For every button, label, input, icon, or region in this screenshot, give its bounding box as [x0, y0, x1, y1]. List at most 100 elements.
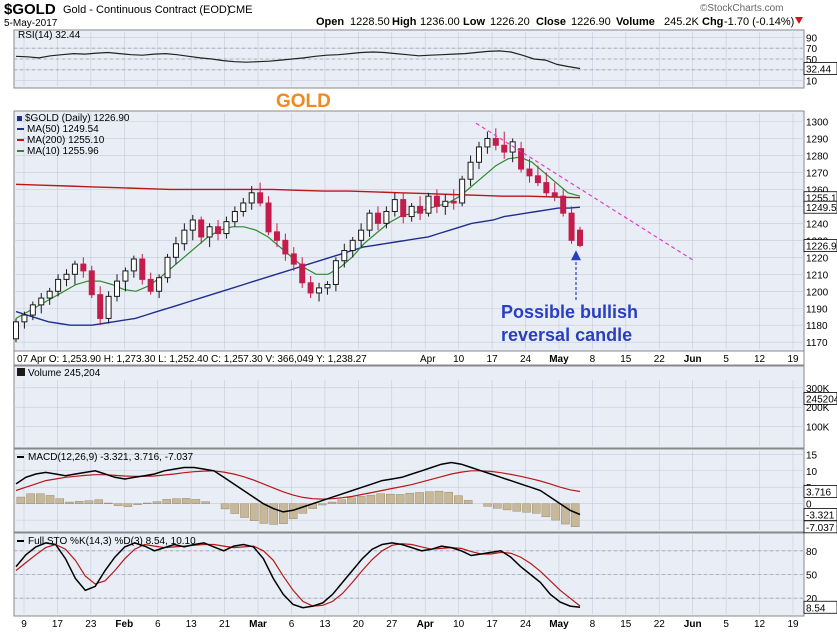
candle-body — [265, 202, 272, 233]
x-tick-label-bottom: Mar — [249, 619, 267, 630]
macd-histogram-bar — [444, 491, 453, 504]
x-tick-label-bottom: 22 — [654, 619, 666, 630]
price-tick-label: 1170 — [806, 338, 828, 349]
x-tick-label-bottom: Apr — [417, 619, 434, 630]
macd-histogram-bar — [172, 498, 181, 504]
volume-label: Volume — [616, 16, 655, 28]
macd-histogram-bar — [551, 503, 560, 521]
macd-histogram-bar — [483, 503, 492, 507]
candle-body — [273, 231, 280, 241]
macd-histogram-bar — [318, 503, 327, 506]
candle-body — [231, 210, 238, 223]
close-label: Close — [536, 16, 566, 28]
x-tick-label-bottom: 6 — [289, 619, 295, 630]
candle-body — [518, 148, 525, 170]
macd-histogram-bar — [522, 503, 531, 513]
x-tick-label-top: 15 — [620, 354, 632, 365]
macd-histogram-bar — [94, 499, 103, 504]
macd-signal-current-label-box — [803, 485, 837, 498]
chart-marks: 9 17 23 Feb 6 13 21 Mar 6 13 20 27 Apr 10 10 17 17 24 24 Ma… — [13, 33, 837, 630]
candle-body — [358, 229, 365, 241]
candle-body — [122, 270, 129, 282]
x-tick-label-bottom: 20 — [353, 619, 365, 630]
macd-histogram-bar — [230, 503, 240, 514]
candle-body — [114, 280, 121, 297]
macd-tick-label: 10 — [806, 467, 818, 478]
candle-body — [172, 243, 179, 258]
x-tick-label-bottom: 17 — [52, 619, 64, 630]
chart-header: $GOLD Gold - Continuous Contract (EOD) C… — [4, 1, 803, 29]
ma200-current-label: 1255.1 — [806, 194, 837, 205]
macd-tick-label: 15 — [806, 450, 818, 461]
candle-body — [433, 195, 440, 207]
volume-current-label-box — [803, 392, 837, 405]
macd-signal-current-label: 3.716 — [806, 487, 831, 498]
chart-date: 5-May-2017 — [4, 18, 58, 29]
candle-body — [282, 239, 289, 255]
candle-body — [290, 253, 297, 265]
macd-histogram-bar — [366, 494, 376, 504]
x-tick-label-top: 17 — [487, 354, 499, 365]
macd-histogram-bar — [191, 499, 201, 504]
price-current-label-box — [803, 239, 837, 253]
candle-body — [560, 195, 567, 214]
candle-body — [551, 192, 558, 197]
x-tick-label-bottom: 24 — [520, 619, 532, 630]
macd-histogram-bar — [376, 493, 385, 504]
volume-current-label: 245204 — [806, 394, 837, 405]
stochastic-current-label-box — [803, 600, 837, 614]
candle-body — [534, 175, 541, 184]
price-tick-label: 1180 — [806, 321, 828, 332]
macd-histogram-bar — [143, 502, 152, 504]
rsi-tick-label: 90 — [806, 33, 818, 44]
macd-histogram-bar — [356, 496, 366, 504]
high-value: 1236.00 — [420, 16, 460, 28]
macd-histogram-bar — [269, 503, 278, 525]
price-tick-label: 1290 — [806, 134, 829, 145]
candle-body — [21, 314, 28, 323]
candle-body — [29, 304, 36, 316]
sto-tick-label: 80 — [806, 547, 818, 558]
candle-body — [156, 277, 163, 292]
stochastic-d-line — [15, 543, 581, 607]
candle-body — [248, 192, 255, 204]
trendline — [475, 122, 695, 262]
x-tick-label-bottom: 13 — [319, 619, 331, 630]
candle-body — [568, 212, 575, 241]
gold-title-annotation: GOLD — [276, 91, 331, 112]
price-tick-label: 1240 — [806, 219, 829, 230]
candle-body — [164, 256, 171, 279]
open-value: 1228.50 — [350, 16, 390, 28]
macd-histogram-bar — [201, 501, 210, 504]
macd-histogram-bar — [502, 503, 512, 511]
ma50-current-label-box — [803, 200, 837, 214]
macd-histogram-bar — [415, 492, 424, 504]
macd-histogram-bar — [512, 503, 522, 512]
macd-histogram-bar — [249, 503, 259, 521]
candle-body — [307, 282, 314, 294]
x-tick-label-bottom: Feb — [115, 619, 133, 630]
macd-histogram-bar — [133, 503, 142, 505]
macd-histogram-bar — [386, 493, 395, 504]
price-legend-gold: $GOLD (Daily) 1226.90 — [25, 113, 130, 124]
macd-histogram-bar — [84, 500, 94, 504]
x-tick-label-bottom: Jun — [684, 619, 702, 630]
x-tick-label-bottom: 27 — [386, 619, 398, 630]
stochastic-current-label: 8.54 — [806, 603, 826, 614]
macd-line — [15, 461, 581, 516]
candle-body — [257, 192, 264, 204]
candle-body — [577, 229, 583, 246]
macd-histogram-bar — [104, 502, 113, 504]
macd-histogram-bar — [240, 503, 249, 518]
candle-body — [240, 202, 247, 212]
candle-body — [215, 226, 222, 235]
candle-body — [139, 258, 146, 280]
price-tick-label: 1260 — [806, 185, 829, 196]
macd-histogram-bar — [152, 501, 162, 504]
price-legend-ma200: MA(200) 1255.10 — [27, 135, 105, 146]
close-value: 1226.90 — [571, 16, 611, 28]
candle-body — [400, 199, 407, 218]
candle-body — [391, 199, 398, 212]
up-arrow-icon — [571, 250, 581, 261]
